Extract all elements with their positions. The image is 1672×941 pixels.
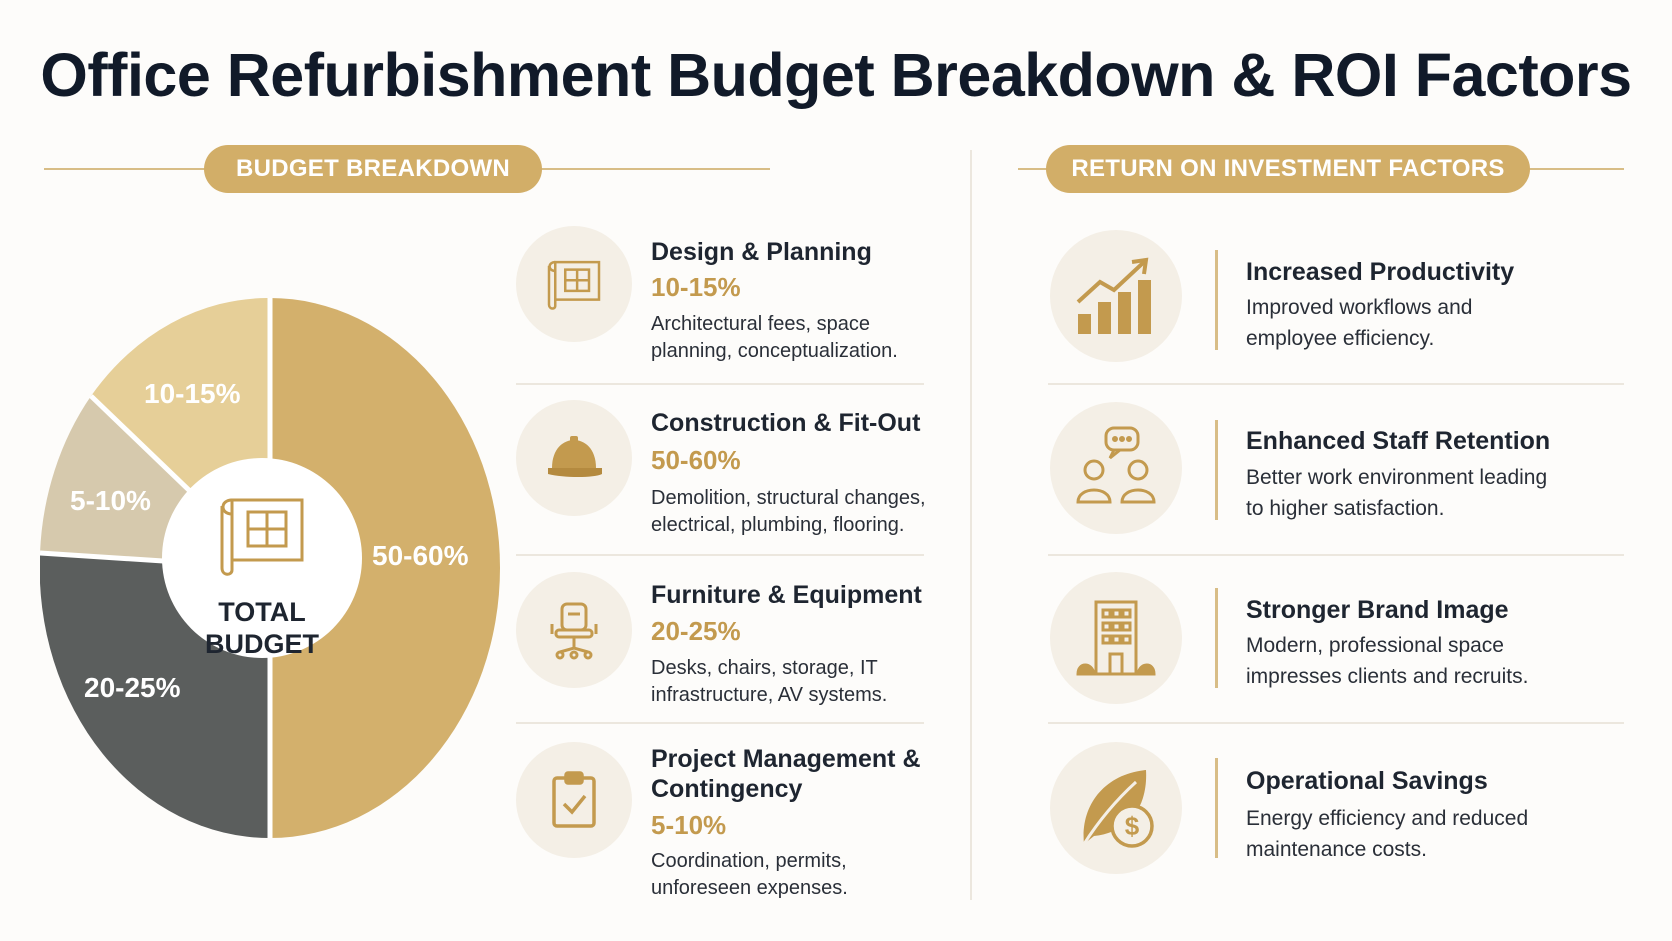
roi-item-title: Enhanced Staff Retention xyxy=(1246,427,1551,455)
budget-item-separator xyxy=(516,554,924,556)
segment-label-design: 10-15% xyxy=(144,378,241,409)
blueprint-icon xyxy=(220,498,304,576)
roi-item-title: Operational Savings xyxy=(1246,767,1488,795)
roi-item-title: Increased Productivity xyxy=(1246,258,1515,286)
roi-item-separator xyxy=(1048,554,1624,556)
roi-accent-bar xyxy=(1215,250,1218,350)
office-chair-icon xyxy=(550,602,598,660)
roi-heading: RETURN ON INVESTMENT FACTORS xyxy=(1046,145,1530,193)
budget-item-icon-wrap xyxy=(516,742,632,858)
hard-hat-icon xyxy=(548,436,602,477)
roi-item-description: Better work environment leading to highe… xyxy=(1246,466,1548,520)
budget-breakdown-heading: BUDGET BREAKDOWN xyxy=(204,145,542,193)
segment-label-construction: 50-60% xyxy=(372,540,469,571)
budget-item-percentage: 50-60% xyxy=(651,445,741,475)
budget-header-rule-left xyxy=(44,168,214,170)
section-divider xyxy=(970,150,972,900)
budget-item-title: Furniture & Equipment xyxy=(651,581,922,609)
budget-item-percentage: 10-15% xyxy=(651,272,741,302)
blueprint-icon xyxy=(547,260,601,310)
budget-item-icon-wrap xyxy=(516,400,632,516)
roi-item-icon-wrap xyxy=(1050,230,1182,362)
budget-item-separator xyxy=(516,722,924,724)
budget-item-description: Desks, chairs, storage, IT infrastructur… xyxy=(651,657,888,706)
donut-center-label: TOTAL BUDGET xyxy=(205,597,319,659)
roi-item-description: Energy efficiency and reduced maintenanc… xyxy=(1246,807,1529,861)
segment-construction xyxy=(270,298,500,838)
leaf-dollar-icon: $ xyxy=(1082,770,1154,848)
office-building-icon xyxy=(1076,600,1156,676)
roi-item-separator xyxy=(1048,722,1624,724)
budget-item-title: Construction & Fit-Out xyxy=(651,409,921,437)
roi-item-description: Improved workflows and employee efficien… xyxy=(1246,296,1473,350)
donut-center xyxy=(162,458,362,658)
budget-item-percentage: 5-10% xyxy=(651,810,727,840)
budget-item-icon-wrap xyxy=(516,226,632,342)
people-chat-icon xyxy=(1076,426,1156,504)
roi-item-icon-wrap: $ xyxy=(1050,742,1182,874)
roi-item-title: Stronger Brand Image xyxy=(1246,596,1509,624)
budget-header-rule-right xyxy=(530,168,770,170)
roi-item-description: Modern, professional space impresses cli… xyxy=(1246,634,1529,688)
budget-item-separator xyxy=(516,383,924,385)
budget-item-description: Architectural fees, space planning, conc… xyxy=(651,313,898,362)
budget-item-title: Design & Planning xyxy=(651,238,872,266)
growth-chart-icon xyxy=(1076,257,1151,334)
roi-accent-bar xyxy=(1215,758,1218,858)
budget-item-title: Project Management & Contingency xyxy=(651,745,921,803)
roi-item-icon-wrap xyxy=(1050,402,1182,534)
roi-item-separator xyxy=(1048,383,1624,385)
segment-label-contingency: 5-10% xyxy=(70,485,151,516)
budget-item-description: Coordination, permits, unforeseen expens… xyxy=(651,850,848,899)
svg-text:$: $ xyxy=(1125,811,1140,841)
budget-item-percentage: 20-25% xyxy=(651,616,741,646)
roi-header-rule-left xyxy=(1018,168,1058,170)
budget-item-icon-wrap xyxy=(516,572,632,688)
roi-accent-bar xyxy=(1215,588,1218,688)
roi-header-rule-right xyxy=(1520,168,1624,170)
roi-accent-bar xyxy=(1215,420,1218,520)
clipboard-check-icon xyxy=(552,771,596,828)
page-title: Office Refurbishment Budget Breakdown & … xyxy=(40,41,1632,109)
segment-label-furniture: 20-25% xyxy=(84,672,181,703)
budget-item-description: Demolition, structural changes, electric… xyxy=(651,487,926,536)
roi-item-icon-wrap xyxy=(1050,572,1182,704)
